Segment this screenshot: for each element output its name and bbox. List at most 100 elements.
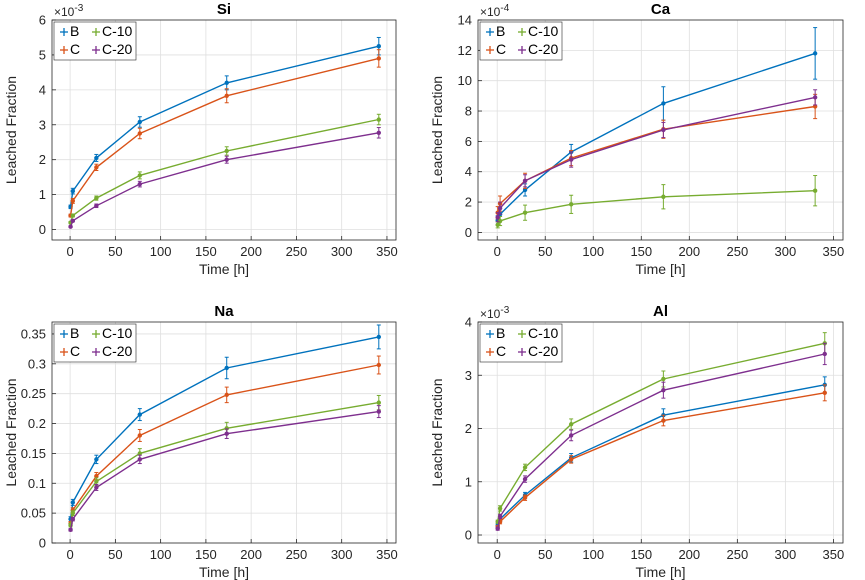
data-point — [70, 510, 76, 516]
legend: B C-10 C C-20 — [479, 21, 563, 61]
y-tick-label: 0.1 — [28, 476, 46, 491]
legend-label: C-10 — [528, 23, 559, 39]
data-point — [224, 80, 229, 86]
y-tick-label: 10 — [458, 73, 472, 88]
legend-entry-c-10: C-10 — [518, 23, 559, 39]
legend-label: B — [70, 23, 79, 39]
legend-box — [479, 323, 563, 363]
y-tick-label: 6 — [465, 134, 472, 149]
legend-label: C — [70, 343, 80, 359]
axes-box — [477, 321, 844, 544]
data-point — [68, 224, 73, 229]
x-tick-label: 350 — [823, 244, 845, 259]
x-tick-label: 300 — [775, 547, 797, 562]
legend-label: C — [496, 41, 506, 57]
y-tick-label: 4 — [39, 82, 46, 97]
x-tick-label: 300 — [331, 547, 353, 562]
data-point — [495, 222, 500, 228]
legend-label: C-20 — [528, 41, 559, 57]
legend-entry-c-20: C-20 — [518, 343, 559, 359]
legend-box — [53, 323, 137, 363]
x-tick-label: 50 — [108, 244, 122, 259]
subplot-si: 0 50 100 150 200 250 300 350 0 1 2 3 4 5 6 ×10-3 Si Time … — [3, 1, 398, 277]
data-point — [94, 203, 99, 208]
data-point — [94, 457, 99, 462]
legend-entry-c-10: C-10 — [92, 325, 133, 341]
subplot-al: 0 50 100 150 200 250 300 350 0 1 2 3 4 ×10-3 Al Time [h… — [429, 303, 844, 580]
data-point — [812, 188, 818, 193]
y-axis-label: Leached Fraction — [3, 76, 19, 184]
data-point — [568, 457, 574, 462]
legend-entry-c-20: C-20 — [92, 343, 133, 359]
legend-entry-c-10: C-10 — [518, 325, 559, 341]
data-point — [224, 365, 229, 371]
chart-title: Si — [217, 1, 231, 18]
chart-title: Al — [653, 303, 668, 320]
data-point — [661, 127, 666, 133]
x-tick-label: 150 — [195, 547, 217, 562]
y-exponent-label: ×10-3 — [54, 3, 84, 19]
y-tick-label: 2 — [39, 152, 46, 167]
y-tick-label: 3 — [465, 368, 472, 383]
series-c-10 — [495, 175, 818, 229]
data-point — [522, 178, 528, 184]
data-point — [137, 119, 143, 125]
data-point — [661, 418, 666, 423]
data-point — [376, 334, 381, 340]
axes-box — [477, 19, 844, 241]
legend-entry-c: C — [486, 41, 506, 57]
legend-entry-b: B — [486, 325, 505, 341]
y-tick-label: 4 — [465, 164, 472, 179]
x-axis-label: Time [h] — [199, 261, 249, 277]
x-tick-label: 250 — [286, 547, 308, 562]
data-point — [661, 376, 666, 382]
y-tick-label: 0 — [465, 225, 472, 240]
y-tick-label: 0.15 — [21, 446, 46, 461]
y-axis-label: Leached Fraction — [429, 76, 445, 184]
y-tick-label: 0.05 — [21, 506, 46, 521]
data-point — [495, 526, 500, 531]
y-tick-label: 1 — [39, 187, 46, 202]
data-point — [661, 387, 666, 393]
y-axis-label: Leached Fraction — [429, 378, 445, 486]
x-tick-label: 200 — [240, 244, 262, 259]
data-point — [224, 93, 229, 98]
y-tick-label: 0 — [39, 536, 46, 551]
data-point — [224, 148, 229, 154]
data-point — [70, 218, 76, 223]
legend-label: C-20 — [102, 343, 133, 359]
data-point — [376, 117, 381, 122]
x-tick-label: 350 — [823, 547, 845, 562]
data-point — [376, 409, 381, 414]
x-axis-label: Time [h] — [199, 564, 249, 580]
series-c-10 — [495, 332, 827, 524]
y-tick-label: 12 — [458, 43, 472, 58]
data-point — [522, 495, 528, 500]
x-tick-label: 250 — [286, 244, 308, 259]
y-tick-label: 5 — [39, 47, 46, 62]
legend: B C-10 C C-20 — [479, 323, 563, 363]
x-tick-label: 250 — [726, 244, 748, 259]
legend-label: C — [496, 343, 506, 359]
axes-box — [51, 321, 397, 544]
y-tick-label: 1 — [465, 474, 472, 489]
legend-entry-c-10: C-10 — [92, 23, 133, 39]
y-tick-label: 0.35 — [21, 326, 46, 341]
data-point — [812, 51, 818, 56]
data-point — [376, 56, 381, 61]
y-exponent-label: ×10-3 — [480, 305, 510, 321]
x-tick-label: 100 — [582, 244, 604, 259]
data-point — [224, 157, 229, 162]
data-point — [70, 188, 76, 194]
y-tick-label: 6 — [39, 13, 46, 28]
data-point — [224, 426, 229, 431]
x-tick-label: 150 — [195, 244, 217, 259]
legend: B C-10 C C-20 — [53, 323, 137, 363]
legend-entry-c-20: C-20 — [92, 41, 133, 57]
x-tick-label: 250 — [726, 547, 748, 562]
series-c-20 — [495, 89, 818, 223]
x-tick-label: 200 — [678, 244, 700, 259]
legend-entry-c: C — [486, 343, 506, 359]
data-point — [70, 500, 76, 505]
